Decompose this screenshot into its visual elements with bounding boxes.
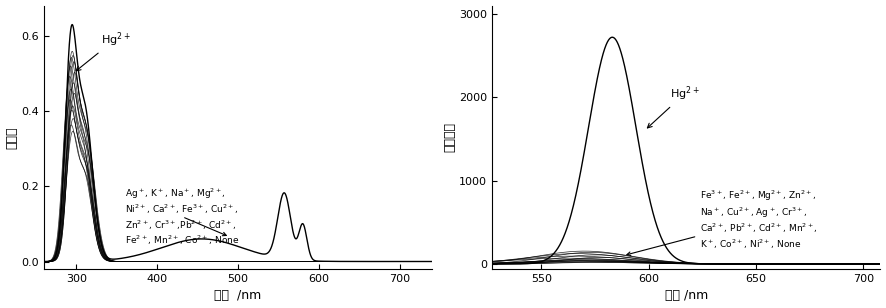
Text: Hg$^{2+}$: Hg$^{2+}$ (648, 84, 700, 128)
Y-axis label: 吸光度: 吸光度 (5, 126, 19, 148)
Text: Hg$^{2+}$: Hg$^{2+}$ (76, 30, 130, 71)
Text: Fe$^{3+}$, Fe$^{2+}$, Mg$^{2+}$, Zn$^{2+}$,
Na$^+$, Cu$^{2+}$, Ag$^+$, Cr$^{3+}$: Fe$^{3+}$, Fe$^{2+}$, Mg$^{2+}$, Zn$^{2+… (627, 189, 818, 256)
Text: Ag$^+$, K$^+$, Na$^+$, Mg$^{2+}$,
Ni$^{2+}$, Ca$^{2+}$, Fe$^{3+}$, Cu$^{2+}$,
Zn: Ag$^+$, K$^+$, Na$^+$, Mg$^{2+}$, Ni$^{2… (125, 186, 239, 247)
X-axis label: 波长  /nm: 波长 /nm (214, 290, 261, 302)
Y-axis label: 荧光强度: 荧光强度 (443, 122, 456, 152)
X-axis label: 波长 /nm: 波长 /nm (664, 290, 708, 302)
